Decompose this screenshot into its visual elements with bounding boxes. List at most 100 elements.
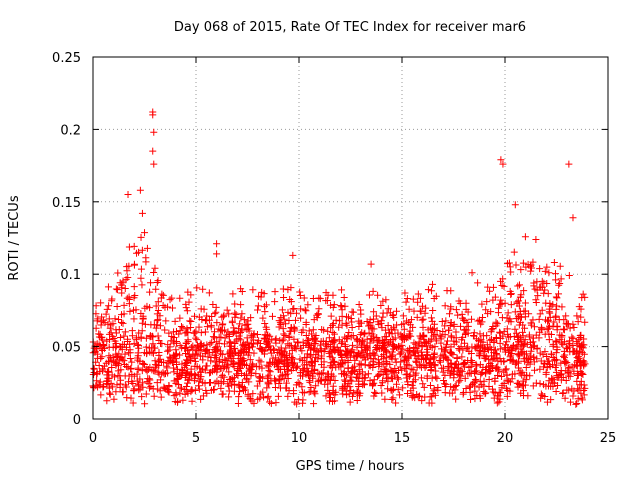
data-point	[272, 335, 280, 343]
data-point	[128, 358, 136, 366]
data-point	[465, 364, 473, 372]
data-point	[341, 302, 349, 310]
data-point	[567, 398, 575, 406]
data-point	[552, 349, 560, 357]
data-point	[288, 366, 296, 374]
x-tick-label-1: 5	[192, 431, 200, 446]
data-point	[328, 363, 336, 371]
data-point	[475, 383, 483, 391]
data-point	[500, 368, 508, 376]
data-point	[374, 356, 382, 364]
data-point	[166, 343, 174, 351]
data-point	[123, 294, 131, 302]
data-point	[358, 337, 366, 345]
data-point	[354, 351, 362, 359]
data-point	[454, 311, 462, 319]
data-point	[397, 331, 405, 339]
data-point	[413, 391, 421, 399]
data-point	[113, 352, 121, 360]
data-point	[176, 384, 184, 392]
data-point	[218, 327, 226, 335]
data-point	[457, 322, 465, 330]
data-point	[138, 367, 146, 375]
data-point	[227, 342, 235, 350]
data-point	[316, 341, 324, 349]
data-point	[209, 300, 217, 308]
data-point	[476, 347, 484, 355]
data-point	[563, 320, 571, 328]
data-point	[433, 326, 441, 334]
data-point	[289, 251, 297, 259]
data-point	[532, 296, 540, 304]
data-point	[573, 340, 581, 348]
data-point	[376, 345, 384, 353]
data-point	[399, 384, 407, 392]
data-point	[115, 316, 123, 324]
data-point	[112, 285, 120, 293]
data-point	[552, 337, 560, 345]
data-point	[371, 351, 379, 359]
data-point	[310, 344, 318, 352]
data-point	[264, 380, 272, 388]
data-point	[225, 393, 233, 401]
data-point	[130, 315, 138, 323]
data-point	[313, 347, 321, 355]
data-point	[403, 390, 411, 398]
data-point	[569, 392, 577, 400]
data-point	[353, 396, 361, 404]
data-point	[563, 345, 571, 353]
data-point	[159, 302, 167, 310]
data-point	[94, 354, 102, 362]
data-point	[183, 307, 191, 315]
data-point	[139, 359, 147, 367]
data-point	[109, 383, 117, 391]
data-point	[130, 340, 138, 348]
data-point	[527, 319, 535, 327]
data-point	[581, 318, 589, 326]
data-point	[521, 350, 529, 358]
data-point	[264, 339, 272, 347]
data-point	[400, 336, 408, 344]
data-point	[105, 302, 113, 310]
data-point	[540, 359, 548, 367]
data-point	[314, 355, 322, 363]
data-point	[505, 259, 513, 267]
data-point	[372, 312, 380, 320]
data-point	[327, 312, 335, 320]
data-point	[511, 360, 519, 368]
data-point	[559, 389, 567, 397]
data-point	[360, 330, 368, 338]
data-point	[208, 339, 216, 347]
data-point	[95, 330, 103, 338]
data-point	[459, 346, 467, 354]
data-point	[324, 370, 332, 378]
data-point	[259, 388, 267, 396]
data-point	[418, 397, 426, 405]
data-point	[117, 376, 125, 384]
data-point	[332, 388, 340, 396]
data-point	[157, 393, 165, 401]
data-point	[225, 368, 233, 376]
data-point	[190, 374, 198, 382]
data-point	[249, 336, 257, 344]
data-point	[338, 352, 346, 360]
data-point	[363, 335, 371, 343]
data-point	[165, 329, 173, 337]
data-point	[506, 353, 514, 361]
data-point	[416, 392, 424, 400]
data-point	[519, 259, 527, 267]
data-point	[167, 354, 175, 362]
data-point	[427, 314, 435, 322]
data-point	[382, 296, 390, 304]
data-point	[424, 326, 432, 334]
data-point	[195, 323, 203, 331]
data-point	[162, 317, 170, 325]
data-point	[280, 348, 288, 356]
data-point	[581, 360, 589, 368]
data-point	[344, 364, 352, 372]
data-point	[121, 284, 129, 292]
x-tick-label-5: 25	[600, 431, 617, 446]
data-point	[441, 371, 449, 379]
data-point	[476, 330, 484, 338]
